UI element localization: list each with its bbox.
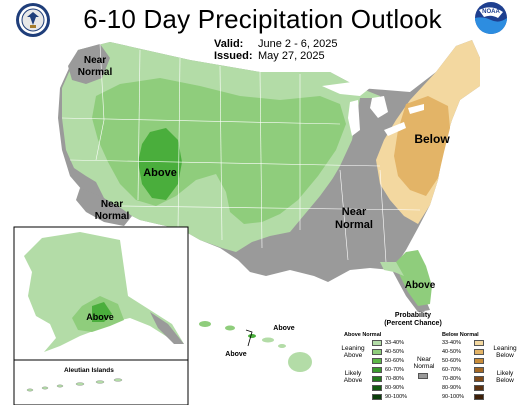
above-normal-dark-region [138,128,182,200]
legend-near-normal-1: Near [416,356,432,363]
legend-leaning-above-1: Leaning [341,345,365,352]
valid-label: Valid: [214,38,244,50]
legend-title-line1: Probability [394,312,432,319]
hawaii-islands [199,321,312,372]
legend-likely-above-2: Above [343,377,363,384]
label-above-hawaii-north: Above [273,325,295,332]
legend-above-swatch-3 [372,358,382,364]
legend-above-swatch-7 [372,394,382,400]
legend-above-range-5: 70-80% [385,376,404,382]
legend-below-swatch-2 [474,349,484,355]
legend-above-range-6: 80-90% [385,385,404,391]
alaska-above-dark-region [92,302,112,322]
legend-title-line2: (Percent Chance) [384,320,442,327]
issued-date: May 27, 2025 [258,50,325,62]
label-near-normal-nw-line1: Near [84,55,106,66]
legend-below-heading: Below Normal [442,332,479,338]
legend-above-range-2: 40-50% [385,349,404,355]
legend-title: Probability (Percent Chance) [358,312,468,328]
lake-superior [322,82,370,96]
legend-below-swatch-3 [474,358,484,364]
legend-near-normal-2: Normal [413,363,435,370]
legend-likely-above-1: Likely [344,370,362,377]
legend-below-range-3: 50-60% [442,358,461,364]
label-near-normal-sw-line1: Near [101,199,123,210]
legend-below-range-4: 60-70% [442,367,461,373]
lake-erie [384,122,406,136]
legend-below-swatch-7 [474,394,484,400]
legend-leaning-below-1: Leaning [493,345,517,352]
legend-below-swatch-1 [474,340,484,346]
alaska-near-normal-region [24,232,184,352]
issued-label: Issued: [214,50,253,62]
label-near-normal-nw-line2: Normal [78,67,113,78]
legend-above-swatch-2 [372,349,382,355]
probability-legend: Probability (Percent Chance) Above Norma… [338,312,524,404]
legend-near-normal-swatch [418,373,428,379]
legend-near-normal: Near Normal [412,356,436,370]
label-near-normal-east-line2: Normal [335,219,373,231]
map-title: 6-10 Day Precipitation Outlook [83,4,442,34]
noaa-logo-text: NOAA [482,9,500,15]
alaska-panhandle-near [150,312,184,344]
legend-above-heading: Above Normal [344,332,382,338]
above-normal-florida-light-region [380,262,404,276]
near-normal-nw-region [68,44,110,84]
valid-dates: June 2 - 6, 2025 [258,38,338,50]
lake-huron [370,96,388,118]
near-normal-sw-region [76,188,132,226]
legend-above-range-3: 50-60% [385,358,404,364]
legend-above-swatch-4 [372,367,382,373]
legend-above-range-1: 33-40% [385,340,404,346]
label-above-hawaii-south: Above [225,351,247,358]
legend-above-swatch-5 [372,376,382,382]
label-near-normal-east-line1: Near [342,206,367,218]
aleutian-islands-shapes [26,378,123,392]
label-above-rockies: Above [143,167,177,179]
noaa-logo-icon: NOAA [475,2,507,34]
legend-above-range-7: 90-100% [385,394,408,400]
label-aleutian-islands: Aleutian Islands [64,367,114,374]
commerce-seal-icon [16,3,50,37]
near-normal-east-region [276,98,416,276]
legend-below-swatch-4 [474,367,484,373]
legend-leaning-below-2: Below [496,352,514,359]
legend-below-swatch-5 [474,376,484,382]
legend-leaning-above-2: Above [343,352,363,359]
legend-likely-below-2: Below [496,377,514,384]
below-normal-mid-region [394,96,450,196]
legend-below-range-1: 33-40% [442,340,461,346]
legend-below-range-5: 70-80% [442,376,461,382]
legend-below-swatch-6 [474,385,484,391]
legend-above-range-4: 60-70% [385,367,404,373]
legend-below-range-2: 40-50% [442,349,461,355]
legend-likely-below: Likely Below [488,370,522,384]
label-near-normal-sw-line2: Normal [95,211,130,222]
legend-above-swatch-6 [372,385,382,391]
label-below-northeast: Below [414,132,450,146]
legend-likely-below-1: Likely [496,370,514,377]
legend-below-range-6: 80-90% [442,385,461,391]
label-above-alaska: Above [86,312,114,322]
legend-leaning-below: Leaning Below [488,345,522,359]
legend-leaning-above: Leaning Above [338,345,368,359]
above-normal-florida-region [396,250,432,306]
legend-likely-above: Likely Above [338,370,368,384]
date-info: Valid: June 2 - 6, 2025 Issued: May 27, 20… [214,38,338,62]
lake-michigan [348,100,360,136]
legend-above-swatch-1 [372,340,382,346]
lake-ontario [408,104,424,114]
state-borders [61,43,421,263]
label-above-florida: Above [405,280,436,291]
legend-below-range-7: 90-100% [442,394,465,400]
